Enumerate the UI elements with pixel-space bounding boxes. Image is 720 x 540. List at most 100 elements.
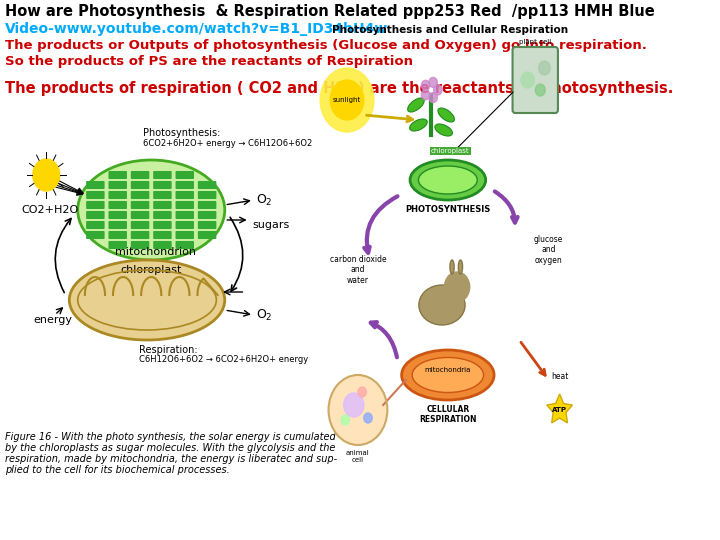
Text: mitochondria: mitochondria: [425, 367, 471, 373]
FancyBboxPatch shape: [198, 231, 217, 239]
Text: animal
cell: animal cell: [346, 450, 370, 463]
Text: carbon dioxide
and
water: carbon dioxide and water: [330, 255, 386, 285]
Circle shape: [358, 387, 366, 397]
FancyBboxPatch shape: [86, 201, 104, 209]
FancyBboxPatch shape: [176, 171, 194, 179]
Circle shape: [341, 415, 349, 425]
Text: CELLULAR
RESPIRATION: CELLULAR RESPIRATION: [419, 405, 477, 424]
Circle shape: [343, 393, 364, 417]
Circle shape: [539, 61, 550, 75]
Text: So the products of PS are the reactants of Respiration: So the products of PS are the reactants …: [5, 55, 413, 68]
Circle shape: [33, 159, 60, 191]
Ellipse shape: [408, 98, 424, 112]
FancyBboxPatch shape: [198, 181, 217, 189]
Text: O$_2$: O$_2$: [256, 307, 273, 322]
FancyBboxPatch shape: [131, 171, 149, 179]
FancyBboxPatch shape: [153, 171, 171, 179]
Circle shape: [328, 375, 387, 445]
Ellipse shape: [419, 285, 465, 325]
Ellipse shape: [450, 260, 454, 274]
FancyBboxPatch shape: [131, 231, 149, 239]
Text: Photosynthesis:: Photosynthesis:: [143, 128, 220, 138]
FancyBboxPatch shape: [131, 201, 149, 209]
Text: PHOTOSYNTHESIS: PHOTOSYNTHESIS: [405, 205, 490, 214]
FancyBboxPatch shape: [176, 191, 194, 199]
Ellipse shape: [412, 357, 484, 393]
FancyBboxPatch shape: [131, 221, 149, 229]
FancyBboxPatch shape: [109, 241, 127, 249]
FancyBboxPatch shape: [86, 211, 104, 219]
FancyBboxPatch shape: [513, 47, 558, 113]
Circle shape: [320, 68, 374, 132]
Text: mitochondrion: mitochondrion: [115, 247, 196, 257]
Circle shape: [364, 413, 372, 423]
Circle shape: [421, 80, 430, 90]
Circle shape: [421, 90, 430, 100]
Ellipse shape: [418, 166, 477, 194]
FancyBboxPatch shape: [109, 221, 127, 229]
FancyBboxPatch shape: [176, 231, 194, 239]
FancyBboxPatch shape: [153, 181, 171, 189]
Ellipse shape: [435, 124, 452, 136]
Ellipse shape: [438, 108, 454, 122]
FancyBboxPatch shape: [131, 191, 149, 199]
Ellipse shape: [69, 260, 225, 340]
Text: sunlight: sunlight: [333, 97, 361, 103]
Circle shape: [429, 92, 437, 103]
FancyBboxPatch shape: [109, 231, 127, 239]
FancyBboxPatch shape: [176, 201, 194, 209]
FancyBboxPatch shape: [109, 191, 127, 199]
Text: The products of respiration ( CO2 and H2O) are the reactants of Photosynthesis.: The products of respiration ( CO2 and H2…: [5, 81, 673, 96]
FancyBboxPatch shape: [176, 241, 194, 249]
Circle shape: [330, 80, 364, 120]
Ellipse shape: [402, 350, 494, 400]
FancyBboxPatch shape: [153, 221, 171, 229]
Text: Respiration:: Respiration:: [139, 345, 197, 355]
FancyBboxPatch shape: [198, 211, 217, 219]
Text: heat: heat: [551, 372, 568, 381]
FancyBboxPatch shape: [153, 191, 171, 199]
FancyBboxPatch shape: [86, 191, 104, 199]
FancyBboxPatch shape: [198, 201, 217, 209]
FancyBboxPatch shape: [153, 211, 171, 219]
Ellipse shape: [410, 160, 486, 200]
Circle shape: [535, 84, 545, 96]
Text: respiration, made by mitochondria, the energy is liberatec and sup-: respiration, made by mitochondria, the e…: [5, 454, 337, 464]
FancyBboxPatch shape: [301, 20, 599, 405]
FancyBboxPatch shape: [86, 231, 104, 239]
FancyBboxPatch shape: [109, 181, 127, 189]
Circle shape: [429, 77, 437, 87]
Text: plied to the cell for its biochemical processes.: plied to the cell for its biochemical pr…: [5, 465, 230, 475]
FancyBboxPatch shape: [176, 181, 194, 189]
Text: Photosynthesis and Cellular Respiration: Photosynthesis and Cellular Respiration: [332, 25, 568, 35]
Text: energy: energy: [34, 315, 73, 325]
FancyBboxPatch shape: [131, 241, 149, 249]
Ellipse shape: [78, 160, 225, 260]
FancyBboxPatch shape: [153, 201, 171, 209]
FancyBboxPatch shape: [131, 211, 149, 219]
FancyBboxPatch shape: [176, 211, 194, 219]
Text: plant cell: plant cell: [519, 39, 552, 45]
Text: Figure 16 - With the photo synthesis, the solar energy is cumulated: Figure 16 - With the photo synthesis, th…: [5, 432, 336, 442]
FancyBboxPatch shape: [198, 191, 217, 199]
FancyBboxPatch shape: [86, 181, 104, 189]
FancyBboxPatch shape: [153, 231, 171, 239]
Ellipse shape: [410, 119, 427, 131]
Circle shape: [433, 85, 442, 95]
FancyBboxPatch shape: [109, 171, 127, 179]
Text: 6CO2+6H2O+ energy → C6H12O6+6O2: 6CO2+6H2O+ energy → C6H12O6+6O2: [143, 139, 312, 148]
Circle shape: [444, 272, 469, 302]
Text: How are Photosynthesis  & Respiration Related ppp253 Red  /pp113 HMH Blue: How are Photosynthesis & Respiration Rel…: [5, 4, 654, 19]
FancyBboxPatch shape: [109, 201, 127, 209]
Ellipse shape: [459, 260, 462, 274]
FancyBboxPatch shape: [153, 241, 171, 249]
Text: by the chloroplasts as sugar molecules. With the glycolysis and the: by the chloroplasts as sugar molecules. …: [5, 443, 336, 453]
FancyBboxPatch shape: [86, 221, 104, 229]
Circle shape: [521, 72, 534, 88]
FancyBboxPatch shape: [109, 211, 127, 219]
Text: glucose
and
oxygen: glucose and oxygen: [534, 235, 563, 265]
Text: CO2+H2O: CO2+H2O: [21, 205, 78, 215]
FancyBboxPatch shape: [131, 181, 149, 189]
Text: Video-www.youtube.com/watch?v=B1_ID34hH4w: Video-www.youtube.com/watch?v=B1_ID34hH4…: [5, 22, 388, 36]
Text: ATP: ATP: [552, 407, 567, 413]
